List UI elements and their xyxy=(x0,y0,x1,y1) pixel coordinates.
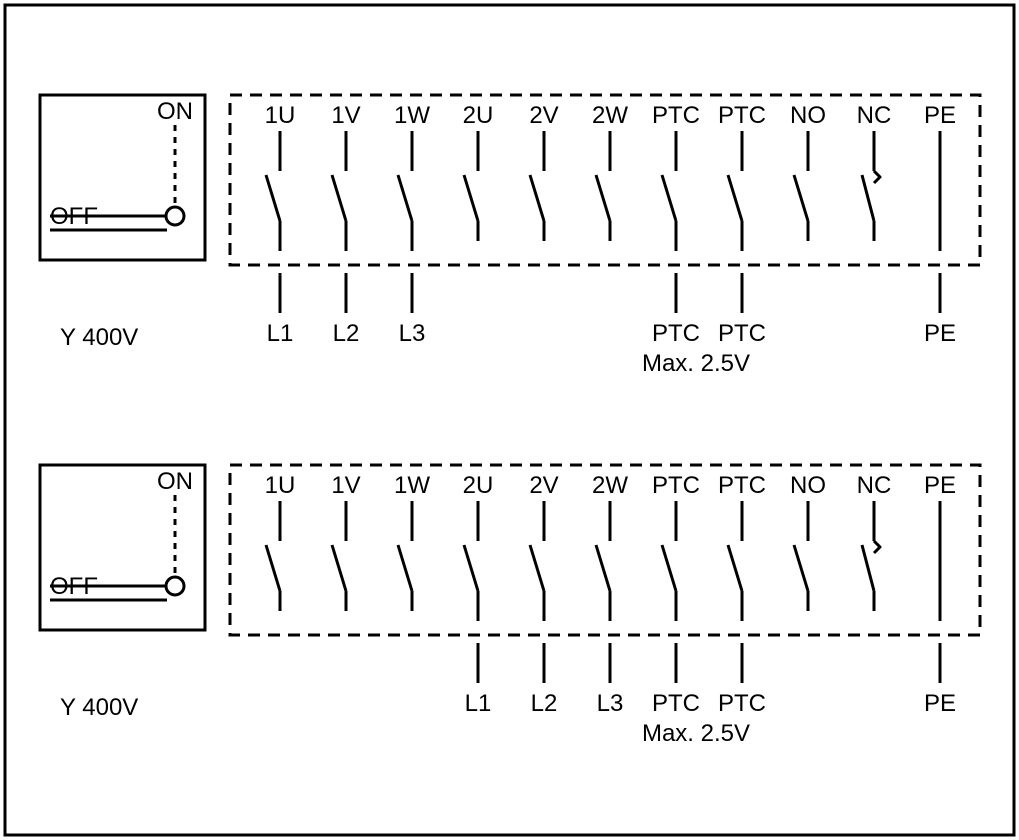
block-top: OFFONY 400V1UL11VL21WL32U2V2WPTCPTCPTCPT… xyxy=(40,95,980,377)
terminal-top-label: PTC xyxy=(718,102,766,129)
terminal-bottom-label: L2 xyxy=(333,320,360,347)
terminal-1w: 1W xyxy=(394,472,430,611)
outer-frame xyxy=(5,5,1014,835)
switch-box: OFFON xyxy=(40,95,205,260)
on-label: ON xyxy=(157,468,193,495)
terminal-top-label: 2W xyxy=(592,472,628,499)
terminal-top-label: PTC xyxy=(718,472,766,499)
voltage-label: Y 400V xyxy=(60,324,138,351)
on-label: ON xyxy=(157,98,193,125)
terminal-top-label: 1W xyxy=(394,472,430,499)
terminal-top-label: PTC xyxy=(652,472,700,499)
terminal-bottom-label: PTC xyxy=(718,690,766,717)
terminal-2u: 2U xyxy=(463,102,494,241)
terminal-2v: 2V xyxy=(529,102,558,241)
terminal-2w: 2W L3 xyxy=(592,472,628,717)
terminal-top-label: 2V xyxy=(529,102,558,129)
terminal-ptc: PTC PTC xyxy=(718,102,766,347)
terminal-top-label: PTC xyxy=(652,102,700,129)
terminal-top-label: NC xyxy=(857,472,892,499)
terminal-1u: 1U L1 xyxy=(265,102,296,347)
terminal-no: NO xyxy=(790,102,826,241)
switch-box: OFFON xyxy=(40,465,205,630)
terminal-ptc: PTC PTC xyxy=(718,472,766,717)
terminal-pe: PE PE xyxy=(924,102,956,347)
terminal-bottom-label: L2 xyxy=(531,690,558,717)
terminal-ptc: PTC PTC xyxy=(652,102,700,347)
terminal-bottom-label: L1 xyxy=(267,320,294,347)
terminal-bottom-label: L3 xyxy=(597,690,624,717)
terminal-bottom-label: PTC xyxy=(652,320,700,347)
terminal-2w: 2W xyxy=(592,102,628,241)
terminal-nc: NC xyxy=(857,472,892,611)
terminal-bottom-label: L3 xyxy=(399,320,426,347)
terminal-ptc: PTC PTC xyxy=(652,472,700,717)
voltage-label: Y 400V xyxy=(60,694,138,721)
terminal-bottom-label: PTC xyxy=(652,690,700,717)
note-label: Max. 2.5V xyxy=(642,350,750,377)
terminal-bottom-label: PTC xyxy=(718,320,766,347)
terminal-1v: 1V xyxy=(331,472,360,611)
terminal-nc: NC xyxy=(857,102,892,241)
terminal-bottom-label: PE xyxy=(924,320,956,347)
terminal-top-label: PE xyxy=(924,102,956,129)
terminal-1w: 1W L3 xyxy=(394,102,430,347)
terminal-bottom-label: L1 xyxy=(465,690,492,717)
wiring-diagram: OFFONY 400V1UL11VL21WL32U2V2WPTCPTCPTCPT… xyxy=(0,0,1019,840)
terminal-1u: 1U xyxy=(265,472,296,611)
terminal-top-label: 1V xyxy=(331,102,360,129)
terminal-top-label: NO xyxy=(790,472,826,499)
terminal-no: NO xyxy=(790,472,826,611)
terminal-top-label: 1W xyxy=(394,102,430,129)
note-label: Max. 2.5V xyxy=(642,720,750,747)
terminal-1v: 1V L2 xyxy=(331,102,360,347)
terminal-top-label: 1V xyxy=(331,472,360,499)
terminal-2v: 2V L2 xyxy=(529,472,558,717)
terminal-top-label: 1U xyxy=(265,102,296,129)
terminal-top-label: 2V xyxy=(529,472,558,499)
terminal-top-label: 2U xyxy=(463,472,494,499)
terminal-bottom-label: PE xyxy=(924,690,956,717)
terminal-top-label: NC xyxy=(857,102,892,129)
terminal-pe: PE PE xyxy=(924,472,956,717)
terminal-top-label: NO xyxy=(790,102,826,129)
terminal-2u: 2U L1 xyxy=(463,472,494,717)
terminal-top-label: 1U xyxy=(265,472,296,499)
block-bottom: OFFONY 400V1U1V1W2UL12VL22WL3PTCPTCPTCPT… xyxy=(40,465,980,747)
terminal-top-label: 2W xyxy=(592,102,628,129)
terminal-top-label: 2U xyxy=(463,102,494,129)
terminal-top-label: PE xyxy=(924,472,956,499)
